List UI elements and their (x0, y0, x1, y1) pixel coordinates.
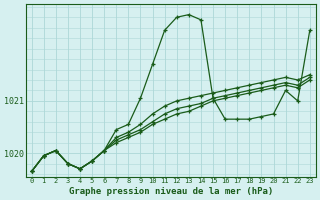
X-axis label: Graphe pression niveau de la mer (hPa): Graphe pression niveau de la mer (hPa) (68, 187, 273, 196)
